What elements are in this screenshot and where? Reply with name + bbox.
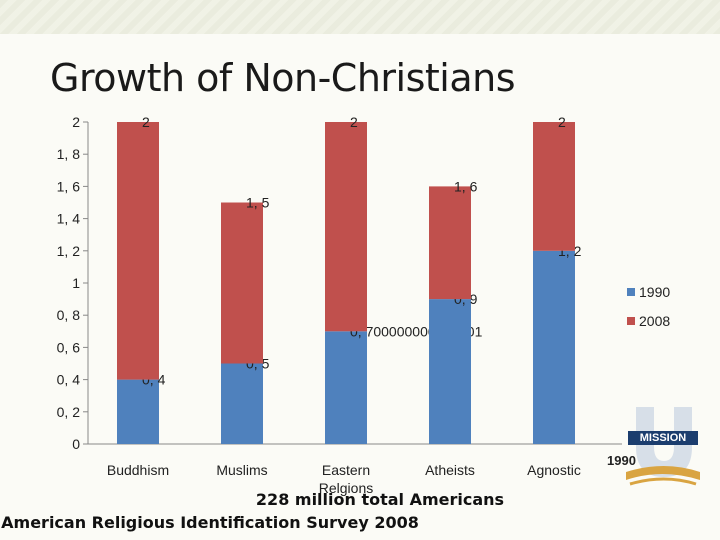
bar-1990 (429, 299, 471, 444)
bar-2008 (117, 122, 159, 380)
data-label-2008: 2 (558, 114, 566, 130)
legend-swatch-2008 (627, 317, 635, 325)
data-label-2008: 2 (142, 114, 150, 130)
data-label-2008: 1, 6 (454, 178, 478, 194)
bar-1990 (325, 331, 367, 444)
bar-1990 (117, 379, 159, 444)
category-label: Muslims (216, 462, 267, 478)
footer-source: American Religious Identification Survey… (1, 513, 419, 532)
category-label: Buddhism (107, 462, 169, 478)
legend-swatch-1990 (627, 288, 635, 296)
y-tick-label: 0 (72, 436, 80, 452)
y-tick-label: 1 (72, 275, 80, 291)
bar-2008 (429, 186, 471, 300)
page-title: Growth of Non-Christians (50, 56, 516, 100)
bar-1990 (533, 250, 575, 444)
y-tick-label: 1, 4 (57, 211, 81, 227)
y-tick-label: 0, 4 (57, 372, 81, 388)
logo-text: MISSION (628, 431, 698, 445)
top-decor-band (0, 0, 720, 34)
data-label-2008: 1, 5 (246, 195, 270, 211)
category-label: Agnostic (527, 462, 581, 478)
y-tick-label: 0, 6 (57, 339, 81, 355)
data-label-2008: 2 (350, 114, 358, 130)
stray-year-label: 1990 (607, 453, 636, 468)
bar-2008 (221, 202, 263, 364)
bar-1990 (221, 363, 263, 444)
footer-total: 228 million total Americans (255, 490, 505, 509)
y-tick-label: 1, 2 (57, 243, 81, 259)
mission-logo-icon (626, 407, 700, 486)
y-tick-label: 1, 8 (57, 146, 81, 162)
y-tick-label: 0, 2 (57, 404, 81, 420)
y-tick-label: 1, 6 (57, 178, 81, 194)
y-tick-label: 2 (72, 114, 80, 130)
category-label: Atheists (425, 462, 475, 478)
category-label: Eastern (322, 462, 370, 478)
legend-label-1990: 1990 (639, 284, 670, 300)
bar-2008 (325, 122, 367, 332)
legend-label-2008: 2008 (639, 313, 670, 329)
bar-2008 (533, 122, 575, 251)
category-label: Relgions (319, 480, 373, 496)
y-tick-label: 0, 8 (57, 307, 81, 323)
